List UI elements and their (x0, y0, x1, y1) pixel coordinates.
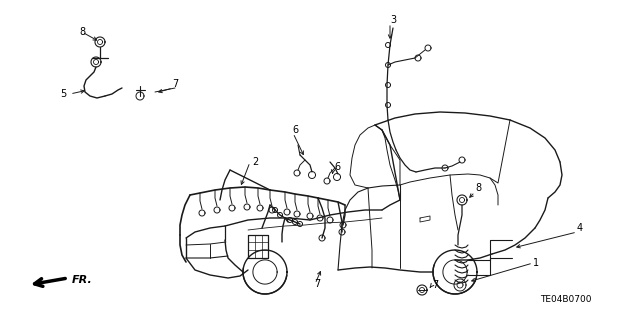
Text: 4: 4 (577, 223, 583, 233)
Text: TE04B0700: TE04B0700 (540, 295, 591, 304)
Text: 6: 6 (334, 162, 340, 172)
Text: 6: 6 (292, 125, 298, 135)
Text: 8: 8 (79, 27, 85, 37)
Text: 7: 7 (172, 79, 178, 89)
Text: 2: 2 (252, 157, 258, 167)
Text: 3: 3 (390, 15, 396, 25)
Text: 7: 7 (432, 280, 438, 290)
Text: 1: 1 (533, 258, 539, 268)
Text: 7: 7 (314, 279, 320, 289)
Text: FR.: FR. (72, 275, 93, 285)
Text: 5: 5 (60, 89, 66, 99)
Text: 8: 8 (475, 183, 481, 193)
